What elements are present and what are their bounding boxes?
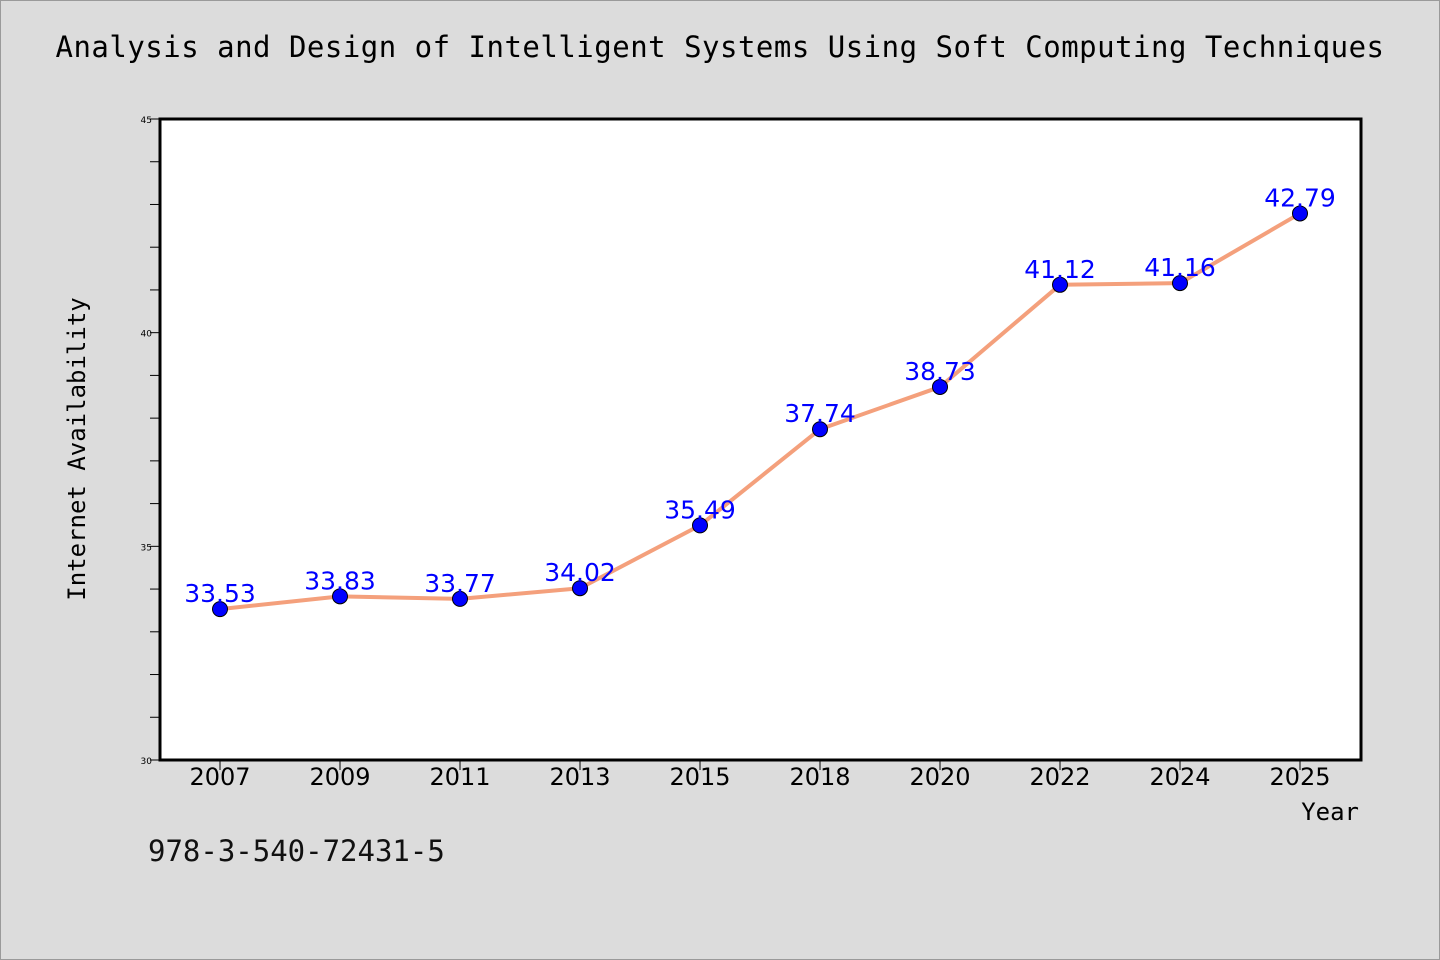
- y-tick-label: 40: [141, 330, 153, 340]
- label-layer: 33.53 33.83 33.77 34.02 35.49 37.74 38.73 41.12…: [184, 183, 1336, 608]
- x-tick-label: 2009: [309, 763, 370, 791]
- data-point: [932, 378, 948, 395]
- data-label: 33.53: [184, 579, 256, 608]
- data-label: 38.73: [904, 357, 976, 386]
- x-tick-label: 2024: [1149, 763, 1210, 791]
- data-point: [332, 588, 348, 605]
- x-tick-label: 2025: [1269, 763, 1330, 791]
- series-line: [218, 211, 1302, 612]
- data-point: [212, 601, 228, 618]
- y-axis-label: Internet Availability: [63, 297, 91, 600]
- x-tick-label: 2018: [789, 763, 850, 791]
- x-tick-label: 2013: [549, 763, 610, 791]
- ticks-layer: 30 35 40 45 2007 2009 2011 2013 2015 2018 2020 2022…: [141, 116, 1331, 791]
- y-tick-label: 30: [141, 757, 153, 767]
- data-label: 42.79: [1264, 183, 1336, 212]
- x-axis-label: Year: [1301, 798, 1359, 826]
- x-tick-label: 2011: [429, 763, 490, 791]
- x-tick-label: 2022: [1029, 763, 1090, 791]
- y-tick-label: 45: [141, 116, 152, 126]
- data-label: 41.16: [1144, 253, 1216, 282]
- data-point: [1052, 276, 1068, 293]
- plot-area: [160, 119, 1361, 760]
- data-label: 33.83: [304, 566, 376, 595]
- y-tick-label: 35: [141, 543, 152, 553]
- x-tick-label: 2020: [909, 763, 970, 791]
- line-layer: [218, 211, 1302, 612]
- data-point: [452, 590, 468, 607]
- data-point: [1172, 275, 1188, 292]
- data-label: 41.12: [1024, 255, 1096, 284]
- plot-border: [158, 117, 1363, 762]
- data-point: [812, 421, 828, 438]
- chart-title: Analysis and Design of Intelligent Syste…: [55, 30, 1385, 64]
- data-label: 33.77: [424, 569, 496, 598]
- data-label: 34.02: [544, 558, 616, 587]
- data-label: 35.49: [664, 495, 736, 524]
- isbn-text: 978-3-540-72431-5: [148, 834, 445, 868]
- data-point: [692, 517, 708, 534]
- data-point: [1292, 205, 1308, 222]
- data-label: 37.74: [784, 399, 856, 428]
- x-tick-label: 2007: [189, 763, 250, 791]
- marker-layer: [212, 205, 1308, 618]
- data-point: [572, 580, 588, 597]
- x-tick-label: 2015: [669, 763, 730, 791]
